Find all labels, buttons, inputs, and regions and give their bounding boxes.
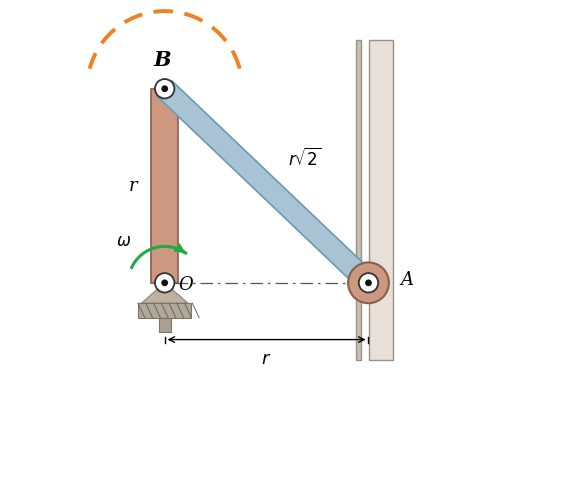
Circle shape [155, 273, 174, 292]
Circle shape [161, 85, 168, 92]
Polygon shape [151, 89, 178, 283]
Polygon shape [138, 303, 192, 318]
Polygon shape [157, 81, 376, 290]
Text: A: A [400, 271, 413, 289]
Polygon shape [356, 40, 361, 361]
Text: $\omega$: $\omega$ [116, 233, 131, 250]
Circle shape [155, 79, 174, 99]
Circle shape [161, 280, 168, 286]
Polygon shape [141, 283, 188, 303]
Polygon shape [141, 307, 189, 312]
Polygon shape [370, 40, 393, 361]
Circle shape [348, 263, 389, 303]
Circle shape [359, 273, 378, 292]
Text: r: r [129, 177, 137, 195]
Text: $r$: $r$ [261, 350, 272, 368]
Polygon shape [159, 318, 170, 332]
Text: B: B [153, 50, 171, 70]
Circle shape [365, 280, 372, 286]
Text: $r\sqrt{2}$: $r\sqrt{2}$ [288, 148, 321, 170]
Text: O: O [178, 276, 193, 294]
